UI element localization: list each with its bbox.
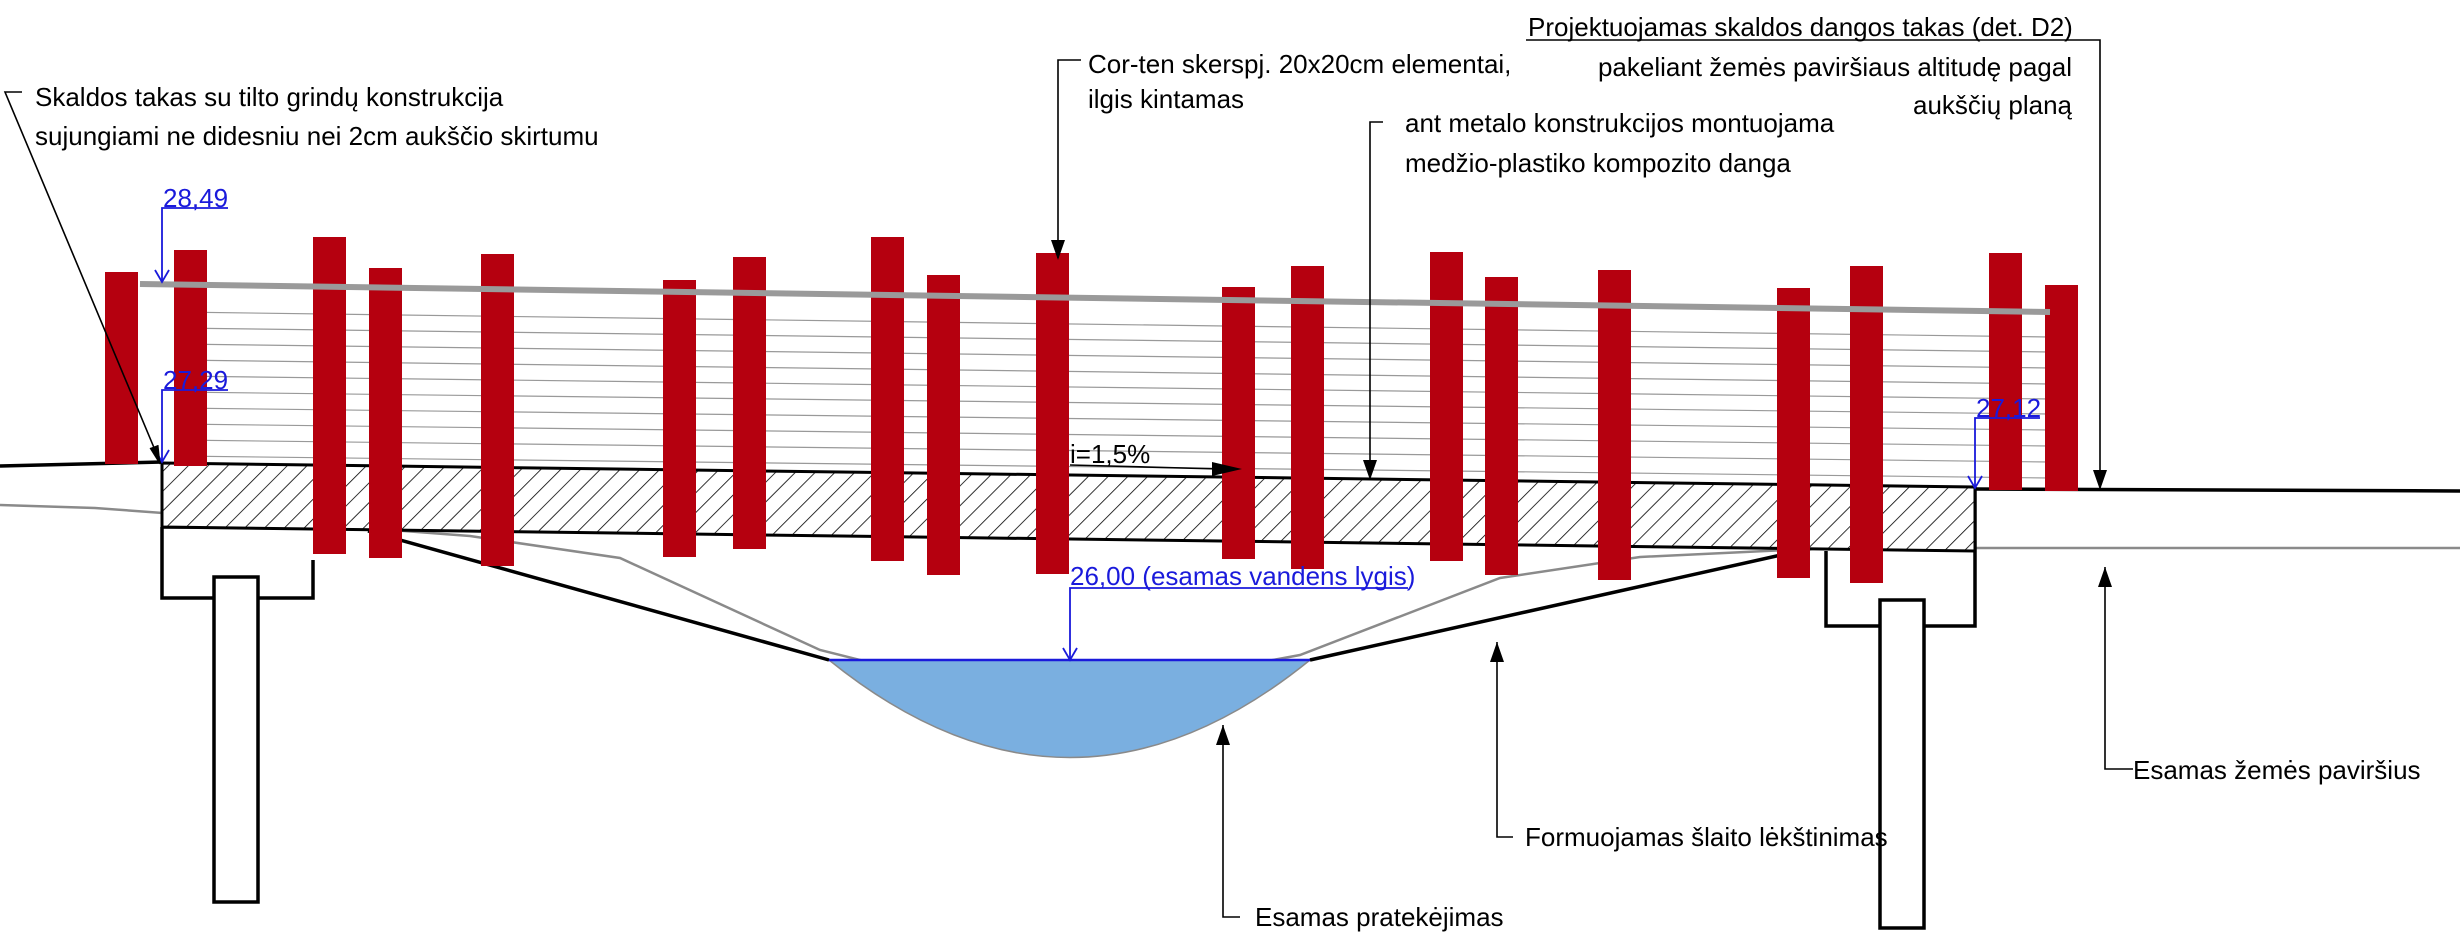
corten-post (2045, 285, 2078, 491)
corten-post (871, 237, 904, 561)
label-skaldos-line2: sujungiami ne didesniu nei 2cm aukščio s… (35, 121, 599, 151)
corten-post (1989, 253, 2022, 490)
corten-post (733, 257, 766, 549)
corten-post (1850, 266, 1883, 583)
label-skaldos-line1: Skaldos takas su tilto grindų konstrukci… (35, 82, 504, 112)
corten-post (1598, 270, 1631, 580)
elevation-water-level: 26,00 (esamas vandens lygis) (1070, 561, 1415, 591)
label-slope: i=1,5% (1070, 439, 1150, 469)
corten-post (369, 268, 402, 558)
label-metalo-line1: ant metalo konstrukcijos montuojama (1405, 108, 1835, 138)
formed-slope-left (367, 529, 830, 662)
elevation-top-rail: 28,49 (163, 183, 228, 213)
corten-post (105, 272, 138, 464)
label-proj-line1: Projektuojamas skaldos dangos takas (det… (1528, 12, 2073, 42)
elevation-marker-water: 26,00 (esamas vandens lygis) (1062, 561, 1415, 662)
corten-post (1430, 252, 1463, 561)
elevation-deck-right: 27,12 (1976, 393, 2041, 423)
elevation-marker-left-deck: 27,29 (154, 365, 228, 464)
left-pile (212, 575, 260, 904)
label-pratekejimas: Esamas pratekėjimas (1255, 902, 1504, 932)
elevation-deck-left: 27,29 (163, 365, 228, 395)
label-corten-line2: ilgis kintamas (1088, 84, 1244, 114)
label-corten-line1: Cor-ten skerspj. 20x20cm elementai, (1088, 49, 1511, 79)
corten-post (481, 254, 514, 566)
corten-post (1036, 253, 1069, 574)
right-pile (1878, 598, 1926, 930)
handrail (139, 281, 2051, 315)
label-formuojamas: Formuojamas šlaito lėkštinimas (1525, 822, 1888, 852)
label-esamas-zemes: Esamas žemės paviršius (2133, 755, 2421, 785)
corten-posts (105, 237, 2078, 583)
label-metalo-line2: medžio-plastiko kompozito danga (1405, 148, 1791, 178)
elevation-marker-right-deck: 27,12 (1967, 393, 2041, 490)
formed-slope-right (1309, 543, 1827, 662)
corten-post (1485, 277, 1518, 575)
corten-post (927, 275, 960, 575)
leader-lines (3, 39, 2133, 918)
elevation-marker-top: 28,49 (154, 183, 228, 284)
corten-post (1777, 288, 1810, 578)
corten-post (1291, 266, 1324, 569)
label-proj-line3: aukščių planą (1913, 90, 2073, 120)
corten-post (1222, 287, 1255, 559)
label-proj-line2: pakeliant žemės paviršiaus altitudę paga… (1598, 52, 2072, 82)
water-body (826, 659, 1313, 759)
corten-post (663, 280, 696, 557)
